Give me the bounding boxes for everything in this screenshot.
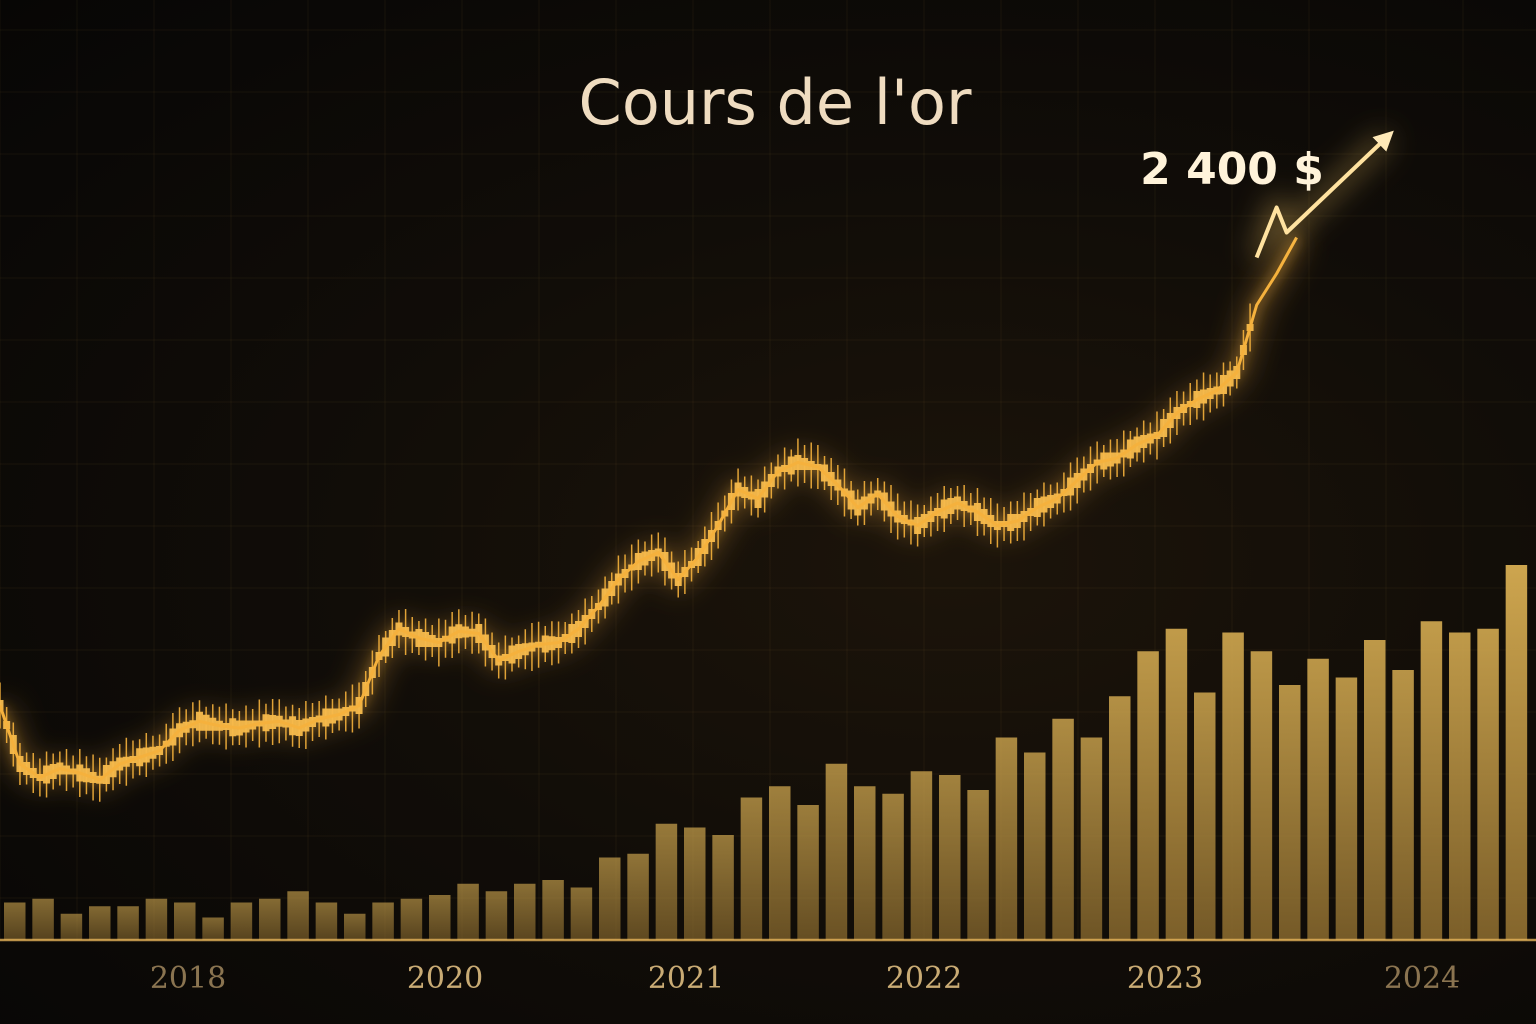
volume-bar xyxy=(400,898,423,940)
x-tick-label: 2022 xyxy=(886,961,962,996)
volume-bar xyxy=(627,853,649,940)
volume-bar xyxy=(825,763,848,940)
volume-bar xyxy=(457,883,479,940)
volume-bar xyxy=(1279,685,1301,940)
volume-bar xyxy=(1052,718,1074,940)
volume-bars xyxy=(4,565,1528,940)
volume-bar xyxy=(4,902,26,940)
price-line-group xyxy=(0,236,1298,782)
volume-bar xyxy=(995,737,1018,940)
volume-bar xyxy=(230,902,253,940)
x-tick-label: 2020 xyxy=(407,961,483,996)
volume-bar xyxy=(599,857,621,940)
volume-bar xyxy=(1449,632,1471,940)
volume-bar xyxy=(117,906,139,940)
volume-bar xyxy=(1392,670,1414,940)
volume-bar xyxy=(174,902,196,940)
trend-arrow xyxy=(1254,130,1394,259)
volume-bar xyxy=(202,917,224,940)
volume-bar xyxy=(1165,628,1188,940)
volume-bar xyxy=(1194,692,1216,940)
volume-bar xyxy=(684,827,706,940)
volume-bar xyxy=(1477,628,1499,940)
volume-bar xyxy=(514,883,536,940)
volume-bar xyxy=(1307,658,1329,940)
volume-bar xyxy=(1222,632,1244,940)
volume-bar xyxy=(1335,677,1358,940)
volume-bar xyxy=(89,906,111,940)
volume-bar xyxy=(372,902,394,940)
volume-bar xyxy=(967,790,989,940)
price-line-halo xyxy=(0,233,1305,789)
x-tick-label: 2024 xyxy=(1384,961,1460,996)
price-line xyxy=(0,236,1298,782)
volume-bar xyxy=(570,887,593,940)
volume-bar xyxy=(910,771,933,940)
x-tick-label: 2023 xyxy=(1127,961,1203,996)
volume-bar xyxy=(740,797,763,940)
trend-arrow-group xyxy=(1250,130,1394,261)
x-tick-label: 2021 xyxy=(648,961,724,996)
candle-body xyxy=(0,700,4,711)
volume-bar xyxy=(655,823,678,940)
volume-bar xyxy=(769,786,791,940)
volume-bar xyxy=(1364,640,1386,940)
volume-bar xyxy=(485,891,508,940)
x-axis-ticks: 2018 2020 2021 2022 2023 2024 xyxy=(150,961,1460,996)
volume-bar xyxy=(287,891,309,940)
volume-bar xyxy=(145,898,168,940)
price-annotation: 2 400 $ xyxy=(1140,144,1324,195)
volume-bar xyxy=(1250,651,1273,940)
volume-bar xyxy=(344,913,366,940)
volume-bar xyxy=(429,895,451,940)
price-line-glow xyxy=(0,233,1305,789)
volume-bar xyxy=(712,835,734,940)
volume-bar xyxy=(797,805,819,940)
volume-bar xyxy=(939,775,961,940)
x-tick-label: 2018 xyxy=(150,961,226,996)
volume-bar xyxy=(1109,696,1131,940)
volume-bar xyxy=(1137,651,1159,940)
volume-bar xyxy=(60,913,83,940)
volume-bar xyxy=(1420,621,1443,940)
volume-bar xyxy=(1080,737,1103,940)
volume-bar xyxy=(1505,565,1528,940)
volume-bar xyxy=(259,898,281,940)
volume-bar xyxy=(1024,752,1046,940)
volume-bar xyxy=(542,880,564,940)
volume-bar xyxy=(854,786,876,940)
volume-bar xyxy=(32,898,54,940)
volume-bar xyxy=(315,902,338,940)
chart-title: Cours de l'or xyxy=(579,66,972,139)
volume-bar xyxy=(882,793,904,940)
